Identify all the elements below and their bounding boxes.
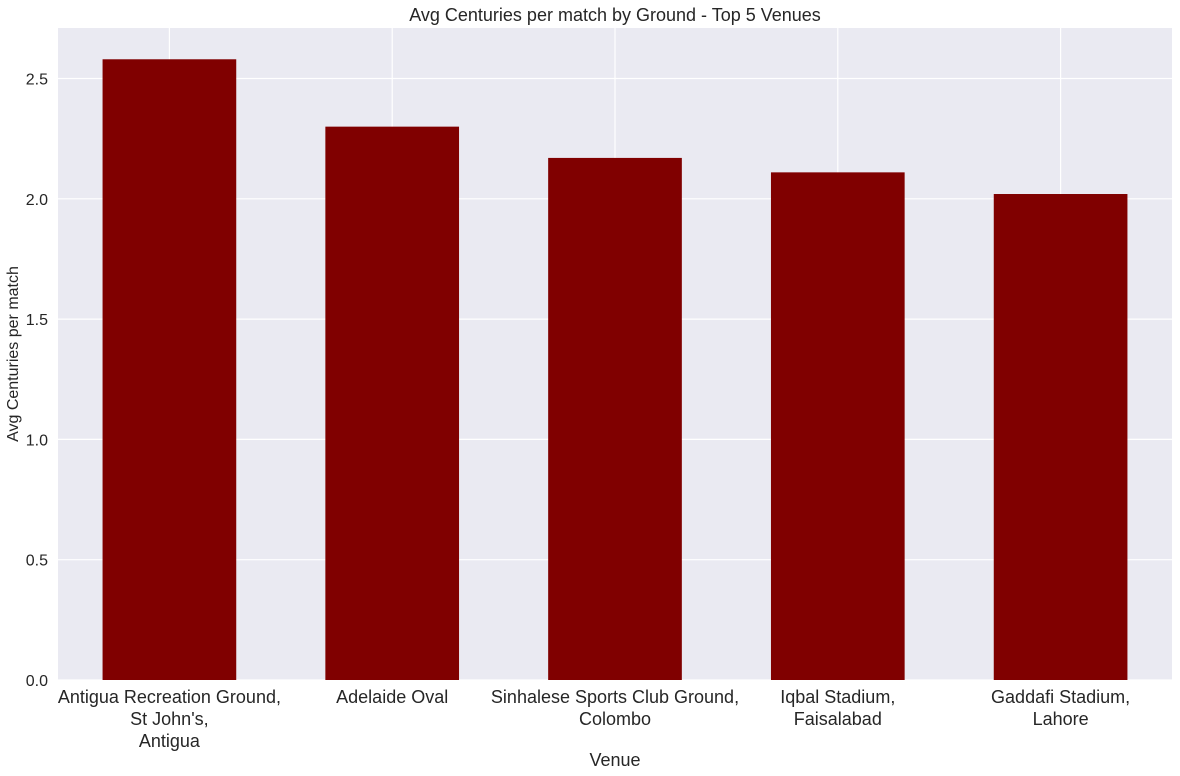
y-axis-ticks: 0.0 0.5 1.0 1.5 2.0 2.5 (26, 72, 48, 690)
y-tick-label: 2.0 (26, 192, 48, 209)
y-tick-label: 1.5 (26, 312, 48, 329)
x-tick-label: Antigua Recreation Ground, St John's, Anti… (58, 687, 281, 751)
x-axis-ticks: Antigua Recreation Ground, St John's, Anti… (58, 687, 1130, 751)
x-tick-label: Gaddafi Stadium, Lahore (991, 687, 1130, 729)
y-tick-label: 1.0 (26, 432, 48, 449)
y-tick-label: 0.0 (26, 673, 48, 690)
bar (325, 126, 460, 680)
bar (770, 172, 905, 680)
y-tick-label: 2.5 (26, 72, 48, 89)
bar (993, 194, 1128, 680)
x-axis-label: Venue (589, 750, 640, 770)
x-tick-label: Sinhalese Sports Club Ground, Colombo (491, 687, 739, 729)
x-tick-label: Iqbal Stadium, Faisalabad (780, 687, 895, 729)
bars (102, 59, 1128, 681)
y-tick-label: 0.5 (26, 553, 48, 570)
bar (102, 59, 237, 681)
bar (548, 157, 682, 680)
x-tick-label: Adelaide Oval (336, 687, 448, 707)
chart-title: Avg Centuries per match by Ground - Top … (409, 5, 821, 25)
y-axis-label: Avg Centuries per match (5, 266, 22, 442)
